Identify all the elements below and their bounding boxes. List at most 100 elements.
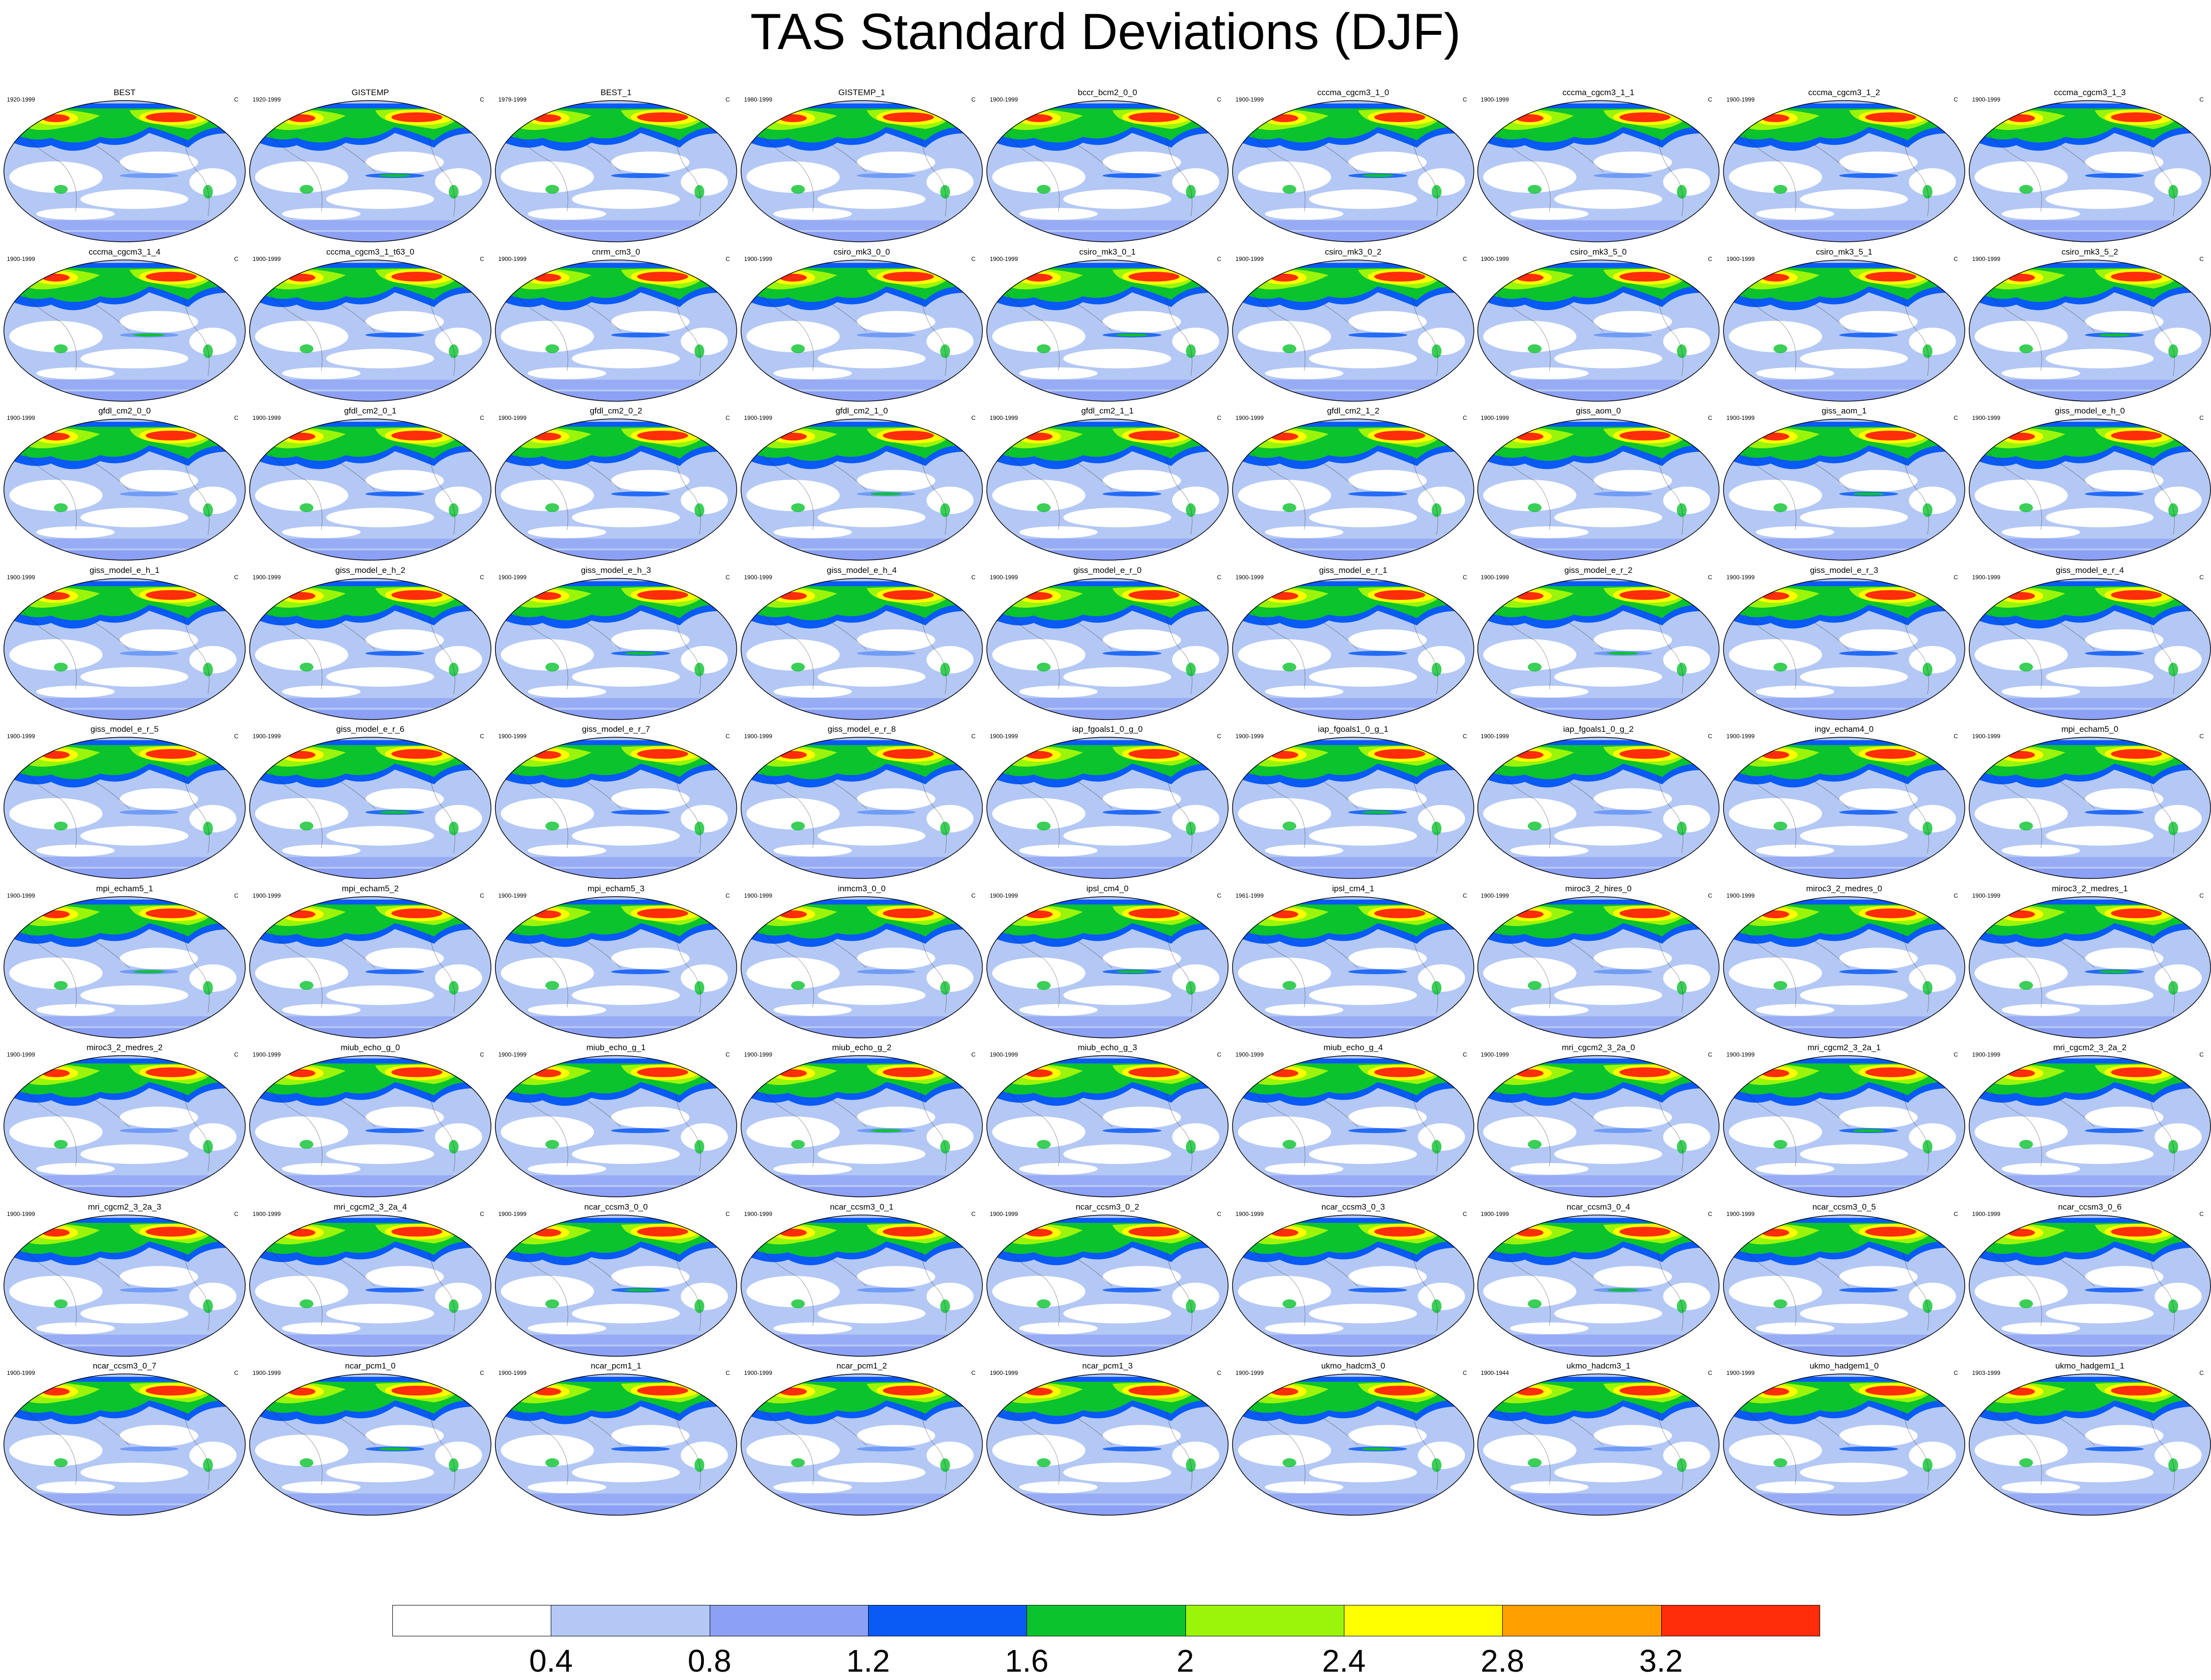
map-panel: csiro_mk3_0_2 1900-1999 C [1231,245,1476,404]
colorbar-swatch [1502,1605,1662,1636]
panel-period: 1900-1999 [7,256,35,262]
panel-title: inmcm3_0_0 [838,884,886,893]
panel-unit: C [1708,1211,1712,1217]
map-panel: ukmo_hadcm3_0 1900-1999 C [1231,1359,1476,1518]
world-map [986,100,1229,242]
panel-unit: C [480,733,484,740]
panel-period: 1900-1999 [1726,892,1755,899]
world-map [1477,737,1720,879]
map-panel: GISTEMP 1920-1999 C [248,86,493,245]
map-panel: ncar_pcm1_0 1900-1999 C [248,1359,493,1518]
world-map [986,737,1229,879]
panel-unit: C [1463,733,1467,740]
panel-unit: C [234,1211,238,1217]
panel-title: mri_cgcm2_3_2a_0 [1562,1043,1635,1052]
panel-title: cccma_cgcm3_1_t63_0 [326,247,414,257]
panel-unit: C [725,1370,730,1376]
panel-unit: C [725,574,730,581]
map-panel: ncar_pcm1_2 1900-1999 C [739,1359,984,1518]
panel-period: 1900-1944 [1481,1370,1509,1376]
world-map [1969,418,2211,561]
panel-title: cccma_cgcm3_1_2 [1808,88,1880,97]
panel-period: 1961-1999 [1235,892,1264,899]
panel-title: mpi_echam5_1 [96,884,154,893]
colorbar-swatch [1185,1605,1344,1636]
panel-unit: C [1217,414,1221,421]
world-map [1969,100,2211,242]
panel-title: ipsl_cm4_1 [1332,884,1374,893]
panel-title: mri_cgcm2_3_2a_2 [2053,1043,2127,1052]
map-panel: ingv_echam4_0 1900-1999 C [1722,723,1967,881]
panel-title: csiro_mk3_0_1 [1079,247,1136,257]
map-panel: giss_model_e_r_2 1900-1999 C [1476,564,1721,723]
world-map [249,100,491,242]
panel-period: 1900-1999 [498,1370,527,1376]
panel-unit: C [1708,414,1712,421]
panel-title: ncar_ccsm3_0_4 [1567,1202,1630,1212]
world-map [249,259,491,402]
panel-title: miroc3_2_hires_0 [1565,884,1632,893]
map-panel: giss_model_e_h_1 1900-1999 C [2,564,247,723]
world-map [986,259,1229,402]
world-map [1232,418,1474,561]
map-panel: giss_model_e_r_7 1900-1999 C [493,723,739,881]
panel-title: ukmo_hadcm3_0 [1321,1361,1386,1370]
map-panel-grid: BEST 1920-1999 C GISTEMP 1920-1999 C BEST_1 197… [0,86,2211,1518]
panel-period: 1900-1999 [1726,574,1755,581]
panel-title: giss_aom_1 [1822,406,1867,415]
map-panel: ncar_ccsm3_0_5 1900-1999 C [1722,1200,1967,1359]
colorbar-label: 0.4 [529,1643,573,1679]
colorbar-swatch [1344,1605,1503,1636]
panel-period: 1900-1999 [1972,574,2001,581]
panel-period: 1900-1999 [1726,1211,1755,1217]
map-panel: gfdl_cm2_0_1 1900-1999 C [248,404,493,563]
panel-title: giss_model_e_r_8 [827,724,896,734]
world-map [741,259,983,402]
world-map [495,1215,737,1357]
map-panel: ncar_pcm1_1 1900-1999 C [493,1359,739,1518]
panel-title: cccma_cgcm3_1_0 [1317,88,1389,97]
map-panel: bccr_bcm2_0_0 1900-1999 C [985,86,1230,245]
map-panel: ncar_pcm1_3 1900-1999 C [985,1359,1230,1518]
map-panel: mri_cgcm2_3_2a_4 1900-1999 C [248,1200,493,1359]
panel-period: 1900-1999 [253,733,281,740]
map-panel: miroc3_2_medres_0 1900-1999 C [1722,882,1967,1041]
colorbar-label: 2.4 [1322,1643,1366,1679]
map-panel: inmcm3_0_0 1900-1999 C [739,882,984,1041]
panel-title: giss_model_e_r_4 [2056,566,2124,575]
panel-period: 1900-1999 [7,733,35,740]
map-panel: GISTEMP_1 1980-1999 C [739,86,984,245]
panel-unit: C [1217,96,1221,103]
panel-title: giss_model_e_r_6 [336,724,405,734]
panel-period: 1900-1999 [1481,733,1509,740]
panel-period: 1900-1999 [1235,733,1264,740]
world-map [741,1055,983,1197]
map-panel: iap_fgoals1_0_g_2 1900-1999 C [1476,723,1721,881]
panel-unit: C [1217,1051,1221,1058]
map-panel: BEST 1920-1999 C [2,86,247,245]
world-map [986,1373,1229,1516]
panel-period: 1900-1999 [7,1370,35,1376]
panel-unit: C [1217,892,1221,899]
panel-period: 1900-1999 [253,1051,281,1058]
panel-title: ukmo_hadgem1_0 [1809,1361,1879,1370]
colorbar-label: 3.2 [1639,1643,1683,1679]
panel-unit: C [234,733,238,740]
panel-title: miub_echo_g_0 [340,1043,400,1052]
panel-period: 1900-1999 [1235,414,1264,421]
panel-title: ncar_ccsm3_0_2 [1076,1202,1139,1212]
panel-title: iap_fgoals1_0_g_1 [1318,724,1388,734]
panel-title: ncar_pcm1_0 [345,1361,396,1370]
panel-period: 1900-1999 [1235,574,1264,581]
panel-title: ncar_ccsm3_0_3 [1321,1202,1385,1212]
panel-title: gfdl_cm2_1_2 [1327,406,1380,415]
panel-period: 1900-1999 [1481,892,1509,899]
panel-period: 1900-1999 [1726,96,1755,103]
panel-unit: C [971,1370,976,1376]
panel-period: 1900-1999 [498,1211,527,1217]
map-panel: gfdl_cm2_0_0 1900-1999 C [2,404,247,563]
panel-title: ncar_pcm1_1 [591,1361,642,1370]
colorbar-swatch [551,1605,710,1636]
panel-title: csiro_mk3_5_0 [1570,247,1627,257]
panel-period: 1900-1999 [1726,256,1755,262]
